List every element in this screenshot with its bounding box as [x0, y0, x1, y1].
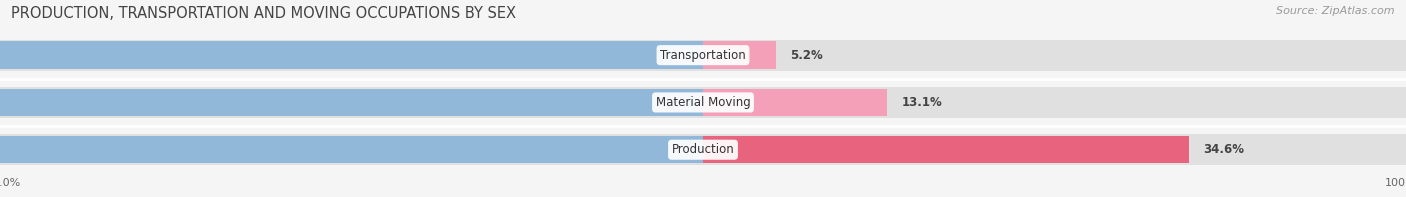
Text: 13.1%: 13.1% — [901, 96, 942, 109]
Bar — [703, 136, 1189, 164]
Text: Material Moving: Material Moving — [655, 96, 751, 109]
Bar — [0, 87, 1406, 118]
Text: Production: Production — [672, 143, 734, 156]
Bar — [703, 89, 887, 116]
Bar — [0, 134, 1406, 165]
Text: 34.6%: 34.6% — [1204, 143, 1244, 156]
Text: PRODUCTION, TRANSPORTATION AND MOVING OCCUPATIONS BY SEX: PRODUCTION, TRANSPORTATION AND MOVING OC… — [11, 6, 516, 21]
Text: Source: ZipAtlas.com: Source: ZipAtlas.com — [1277, 6, 1395, 16]
Text: Transportation: Transportation — [661, 49, 745, 62]
Bar — [703, 41, 776, 69]
Bar — [0, 136, 703, 164]
Text: 5.2%: 5.2% — [790, 49, 823, 62]
Bar — [0, 89, 703, 116]
Bar — [0, 41, 703, 69]
Bar — [0, 40, 1406, 71]
